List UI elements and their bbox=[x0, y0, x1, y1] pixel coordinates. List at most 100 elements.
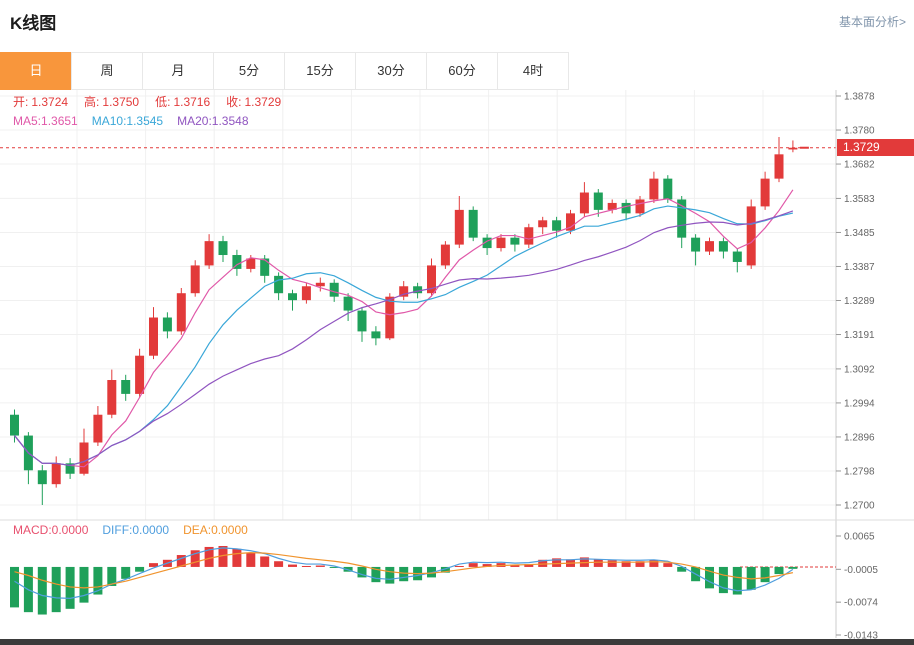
candle-down bbox=[232, 255, 242, 269]
tab-15min[interactable]: 15分 bbox=[284, 52, 356, 90]
macd-bar bbox=[149, 563, 158, 567]
candle-up bbox=[788, 147, 798, 150]
candle-up bbox=[705, 241, 714, 252]
candle-down bbox=[718, 241, 728, 252]
macd-bar bbox=[746, 566, 756, 590]
macd-bar bbox=[635, 561, 645, 567]
tab-day[interactable]: 日 bbox=[0, 52, 72, 90]
tab-month[interactable]: 月 bbox=[142, 52, 214, 90]
candle-up bbox=[385, 296, 395, 339]
macd-bar bbox=[135, 566, 145, 572]
candle-down bbox=[552, 220, 562, 231]
diff-value-readout: DIFF:0.0000 bbox=[102, 523, 169, 537]
ma5-readout: MA5:1.3651 bbox=[13, 114, 78, 128]
macd-bar bbox=[579, 557, 589, 567]
tab-5min[interactable]: 5分 bbox=[213, 52, 285, 90]
candle-down bbox=[510, 237, 520, 245]
ma-readout: MA5:1.3651 MA10:1.3545 MA20:1.3548 bbox=[13, 114, 249, 128]
candle-up bbox=[176, 293, 186, 332]
macd-bar bbox=[468, 563, 478, 567]
axis-tick-label: 1.3191 bbox=[844, 330, 875, 341]
macd-bar bbox=[315, 565, 325, 567]
candle-down bbox=[288, 293, 297, 301]
candle-down bbox=[691, 237, 701, 252]
tab-30min[interactable]: 30分 bbox=[355, 52, 427, 90]
macd-bar bbox=[232, 548, 242, 567]
dea-line bbox=[14, 552, 794, 589]
candle-up bbox=[399, 286, 409, 297]
tab-week[interactable]: 周 bbox=[71, 52, 143, 90]
macd-bar bbox=[246, 552, 256, 567]
macd-bar bbox=[176, 555, 186, 567]
high-value: 1.3750 bbox=[102, 95, 140, 109]
page-title: K线图 bbox=[10, 14, 57, 33]
candle-down bbox=[357, 310, 367, 332]
candle-down bbox=[10, 414, 19, 436]
macd-bar bbox=[593, 559, 603, 567]
tab-4hour[interactable]: 4时 bbox=[497, 52, 569, 90]
macd-bar bbox=[288, 564, 297, 567]
ma10-value: 1.3545 bbox=[126, 114, 164, 128]
macd-bar bbox=[760, 566, 770, 583]
axis-tick-label: 1.2798 bbox=[844, 466, 875, 477]
macd-bar bbox=[51, 566, 61, 613]
axis-tick-label: -0.0005 bbox=[844, 565, 878, 576]
macd-bar bbox=[371, 566, 381, 583]
candle-up bbox=[524, 227, 534, 245]
macd-bar bbox=[621, 561, 631, 567]
macd-bar bbox=[705, 566, 714, 589]
axis-tick-label: 1.3682 bbox=[844, 160, 875, 171]
macd-bar bbox=[454, 565, 464, 567]
candle-up bbox=[566, 213, 575, 231]
candle-up bbox=[454, 209, 464, 245]
macd-bar bbox=[260, 556, 270, 567]
macd-bar bbox=[552, 558, 562, 567]
candle-up bbox=[746, 206, 756, 266]
candle-down bbox=[162, 317, 172, 332]
candle-down bbox=[621, 202, 631, 214]
candle-down bbox=[329, 282, 339, 297]
diff-value: 0.0000 bbox=[132, 523, 170, 537]
macd-bar bbox=[65, 566, 75, 609]
y-axis: 1.3878 1.3780 1.3682 1.3583 1.3485 1.3387 1.32… bbox=[0, 90, 914, 642]
macd-bar bbox=[23, 566, 33, 613]
macd-bar bbox=[677, 566, 687, 572]
candle-down bbox=[274, 275, 284, 294]
macd-bar bbox=[343, 566, 353, 572]
axis-tick-label: 1.2700 bbox=[844, 501, 875, 512]
ma20-readout: MA20:1.3548 bbox=[177, 114, 248, 128]
axis-tick-label: 1.3583 bbox=[844, 194, 875, 205]
tab-60min[interactable]: 60分 bbox=[426, 52, 498, 90]
macd-bar bbox=[107, 566, 117, 586]
macd-bar bbox=[788, 566, 798, 569]
macd-bar bbox=[732, 566, 742, 595]
macd-readout: MACD:0.0000 DIFF:0.0000 DEA:0.0000 bbox=[13, 523, 248, 537]
candle-up bbox=[427, 265, 436, 294]
ma5-value: 1.3651 bbox=[41, 114, 78, 128]
macd-bar bbox=[385, 566, 395, 584]
macd-bar bbox=[162, 559, 172, 567]
axis-tick-label: 1.2994 bbox=[844, 398, 875, 409]
macd-bar bbox=[607, 560, 617, 567]
macd-bar bbox=[79, 566, 89, 603]
macd-bar bbox=[357, 566, 367, 578]
ma5-line bbox=[14, 189, 794, 468]
high-label: 高: bbox=[84, 95, 100, 109]
macd-value: 0.0000 bbox=[51, 523, 89, 537]
fundamental-analysis-link[interactable]: 基本面分析> bbox=[838, 15, 906, 29]
dea-value-readout: DEA:0.0000 bbox=[183, 523, 248, 537]
bottom-bar bbox=[0, 639, 914, 645]
ma10-label: MA10: bbox=[91, 114, 127, 128]
macd-bar bbox=[10, 566, 19, 608]
ma5-label: MA5: bbox=[13, 114, 42, 128]
axis-tick-label: 1.3485 bbox=[844, 228, 875, 239]
macd-bar bbox=[538, 559, 548, 567]
candle-up bbox=[649, 178, 659, 200]
candles bbox=[10, 136, 798, 505]
macd-histogram bbox=[10, 545, 836, 615]
axis-tick-label: 1.3878 bbox=[844, 92, 875, 103]
ohlc-readout: 开: 1.3724 高: 1.3750 低: 1.3716 收: 1.3729 bbox=[13, 93, 297, 110]
candle-down bbox=[260, 258, 270, 276]
macd-value-readout: MACD:0.0000 bbox=[13, 523, 88, 537]
